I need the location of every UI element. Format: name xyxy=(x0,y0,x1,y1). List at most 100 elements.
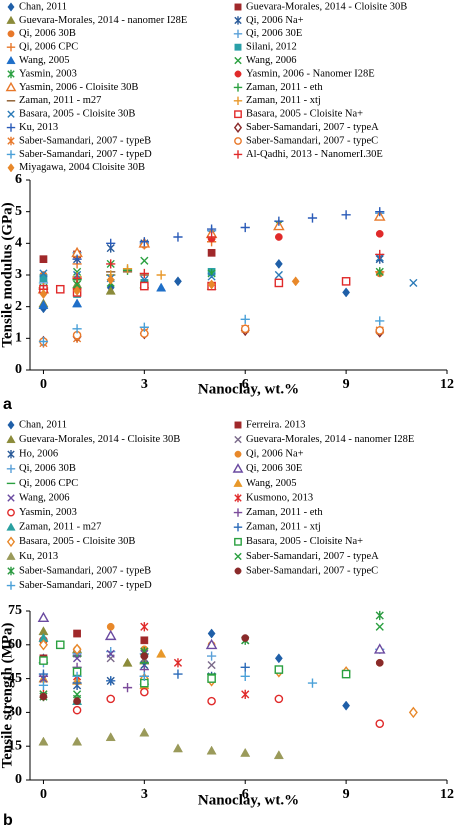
legend-marker xyxy=(233,478,243,487)
data-point xyxy=(106,238,116,248)
panel-label: b xyxy=(3,812,13,829)
legend-marker xyxy=(7,494,15,502)
legend-marker xyxy=(232,463,244,473)
data-point xyxy=(38,736,49,746)
y-axis-title: Tensile strength (MPa) xyxy=(0,623,15,769)
data-point xyxy=(274,258,283,269)
legend-label: Ferreira. 2013 xyxy=(246,419,305,430)
legend-label: Basara, 2005 - Cloisite Na+ xyxy=(246,109,363,120)
legend-label: Chan, 2011 xyxy=(19,1,67,12)
data-point xyxy=(122,264,133,274)
legend-marker xyxy=(7,163,15,173)
data-point xyxy=(38,336,49,347)
data-point xyxy=(72,736,83,746)
legend-label: Saber-Samandari, 2007 - typeC xyxy=(246,565,378,576)
legend-label: Yasmin, 2003 xyxy=(19,507,77,518)
data-point xyxy=(409,278,418,288)
y-tick-label: 30 xyxy=(8,705,22,720)
legend-marker xyxy=(7,30,15,38)
data-point xyxy=(207,696,216,706)
legend-marker xyxy=(233,508,243,517)
data-point xyxy=(274,653,283,664)
y-tick-label: 15 xyxy=(8,738,22,753)
data-point xyxy=(72,654,82,663)
legend-marker xyxy=(7,110,15,118)
data-point xyxy=(72,298,83,308)
legend-label: Kusmono, 2013 xyxy=(246,492,313,503)
data-point xyxy=(73,629,81,638)
data-point xyxy=(106,274,115,285)
data-point xyxy=(207,272,216,281)
data-point xyxy=(156,648,167,658)
legend-marker xyxy=(7,508,15,517)
data-point xyxy=(307,213,318,223)
data-point xyxy=(105,285,116,295)
legend-label: Miyagawa, 2004 Cloisite 30B xyxy=(19,162,145,173)
legend-label: Zaman, 2011 - xtj xyxy=(246,95,321,106)
legend-label: Zaman, 2011 - eth xyxy=(246,507,323,518)
data-point xyxy=(375,719,385,728)
data-point xyxy=(73,285,81,296)
legend-marker xyxy=(6,464,16,473)
x-tick-label: 9 xyxy=(343,377,350,392)
legend-marker xyxy=(233,29,243,38)
legend-marker xyxy=(234,110,242,119)
data-point xyxy=(240,662,250,672)
data-point xyxy=(240,314,250,324)
data-point xyxy=(373,643,386,654)
y-tick-label: 2 xyxy=(15,299,22,314)
data-point xyxy=(375,249,385,260)
x-tick-label: 12 xyxy=(440,377,454,392)
data-point xyxy=(106,649,115,658)
data-point xyxy=(274,278,284,288)
data-point xyxy=(375,316,385,326)
y-tick-label: 0 xyxy=(15,772,22,787)
legend-marker xyxy=(234,43,242,51)
data-point xyxy=(39,255,48,264)
legend-marker xyxy=(7,566,15,576)
legend-label: Zaman, 2011 - eth xyxy=(246,82,323,93)
legend-label: Basara, 2005 - Cloisite 30B xyxy=(19,109,135,120)
data-point xyxy=(38,639,48,651)
data-point xyxy=(207,674,216,683)
data-point xyxy=(37,611,50,623)
legend-label: Zaman, 2011 - m27 xyxy=(19,522,101,533)
x-tick-label: 0 xyxy=(40,787,47,802)
legend-label: Wang, 2006 xyxy=(19,492,69,503)
legend-label: Qi, 2006 30E xyxy=(246,28,302,39)
legend-label: Yasmin, 2003 xyxy=(19,68,77,79)
data-point xyxy=(55,284,65,294)
data-point xyxy=(55,640,65,650)
legend-label: Ku, 2013 xyxy=(19,122,58,133)
data-point xyxy=(39,692,48,701)
data-point xyxy=(73,697,81,705)
legend-marker xyxy=(233,96,243,105)
legend-label: Zaman, 2011 - m27 xyxy=(19,95,101,106)
legend-marker xyxy=(6,123,16,132)
data-point xyxy=(139,237,149,247)
legend-label: Chan, 2011 xyxy=(19,419,67,430)
legend-marker xyxy=(234,56,242,65)
legend-marker xyxy=(234,137,242,145)
y-tick-label: 4 xyxy=(15,236,22,251)
legend-marker xyxy=(7,420,15,430)
data-point xyxy=(122,683,133,693)
legend-label: Qi, 2006 30B xyxy=(19,28,76,39)
data-point xyxy=(341,277,351,286)
legend-label: Saber-Samandari, 2007 - typeA xyxy=(246,122,379,133)
legend-marker xyxy=(234,16,242,25)
x-tick-label: 3 xyxy=(141,787,148,802)
data-point xyxy=(375,207,385,217)
legend-marker xyxy=(6,434,16,444)
data-point xyxy=(275,233,283,241)
data-point xyxy=(241,689,250,699)
legend-label: Saber-Samandari, 2007 - typeC xyxy=(246,135,378,146)
legend-marker xyxy=(233,83,243,92)
data-point xyxy=(72,705,82,715)
data-point xyxy=(375,267,384,277)
data-point xyxy=(341,210,351,220)
data-point xyxy=(72,254,82,264)
data-point xyxy=(39,269,48,278)
